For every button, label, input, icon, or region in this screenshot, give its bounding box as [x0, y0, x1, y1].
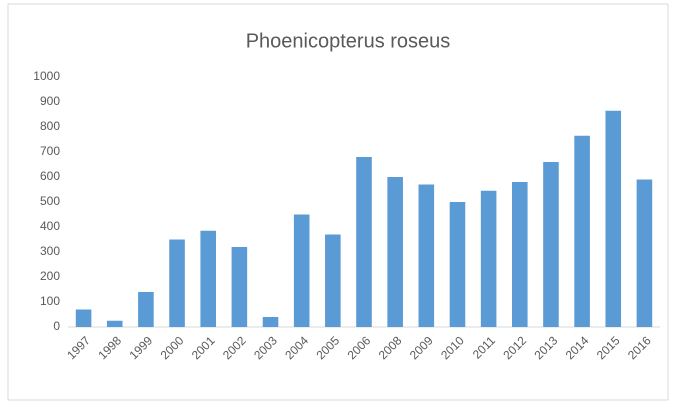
bar: [293, 214, 310, 327]
y-tick-label: 200: [40, 269, 60, 283]
bar: [106, 320, 123, 327]
bar: [574, 135, 590, 327]
bar: [231, 247, 248, 327]
bar: [449, 202, 466, 327]
bar: [605, 110, 622, 327]
bar: [480, 190, 497, 327]
bar: [636, 179, 653, 327]
bar: [138, 292, 154, 327]
y-tick-label: 600: [40, 169, 60, 183]
y-tick-label: 900: [40, 94, 60, 108]
bar: [325, 234, 341, 327]
bar: [356, 157, 372, 327]
bar: [543, 162, 559, 327]
y-tick-label: 400: [40, 219, 60, 233]
bar: [418, 184, 435, 327]
y-tick-label: 100: [40, 294, 60, 308]
bar: [169, 239, 185, 327]
chart-title: Phoenicopterus roseus: [246, 30, 451, 52]
y-tick-label: 300: [40, 244, 60, 258]
bar: [75, 309, 92, 327]
y-tick-label: 1000: [33, 69, 60, 83]
bar: [387, 177, 403, 327]
bar: [200, 230, 216, 327]
y-tick-label: 700: [40, 144, 60, 158]
bar: [512, 182, 528, 327]
y-tick-label: 0: [53, 319, 60, 333]
y-tick-label: 800: [40, 119, 60, 133]
y-tick-label: 500: [40, 194, 60, 208]
bar: [262, 317, 279, 327]
